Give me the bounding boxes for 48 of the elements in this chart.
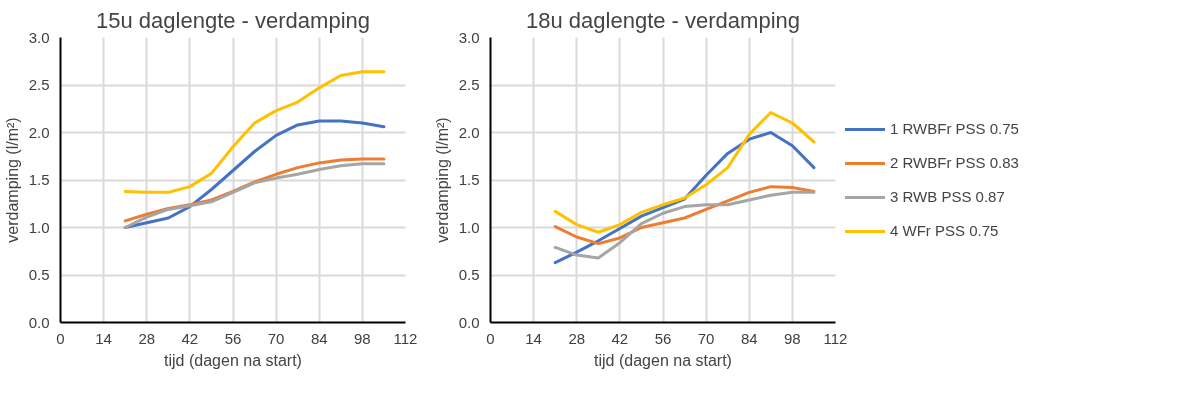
y-axis-title: verdamping (l/m²) <box>433 117 451 243</box>
x-tick-label: 42 <box>181 329 199 347</box>
legend-label: 4 WFr PSS 0.75 <box>890 222 999 239</box>
y-tick-label: 1.0 <box>458 218 480 236</box>
x-tick-label: 14 <box>95 329 112 347</box>
x-tick-label: 28 <box>568 329 586 347</box>
y-tick-label: 1.5 <box>458 171 480 188</box>
y-tick-label: 0.5 <box>458 266 480 283</box>
y-tick-label: 3.0 <box>28 28 50 46</box>
y-tick-label: 2.0 <box>458 123 480 141</box>
x-tick-label: 42 <box>611 329 629 347</box>
x-tick-label: 56 <box>224 329 242 347</box>
y-axis-title: verdamping (l/m²) <box>3 117 21 243</box>
x-tick-label: 14 <box>525 329 542 347</box>
x-tick-label: 112 <box>823 329 848 347</box>
y-tick-label: 2.5 <box>28 76 50 93</box>
y-tick-label: 0.5 <box>28 266 50 283</box>
x-tick-label: 98 <box>354 329 371 347</box>
x-tick-label: 0 <box>486 329 495 347</box>
y-tick-label: 0.0 <box>28 313 50 331</box>
y-tick-label: 1.0 <box>28 218 50 236</box>
line-series <box>553 111 816 234</box>
x-axis-title: tijd (dagen na start) <box>594 351 732 369</box>
x-tick-label: 112 <box>393 329 418 347</box>
line-series <box>553 185 816 246</box>
x-tick-label: 28 <box>138 329 156 347</box>
x-tick-label: 84 <box>310 329 328 347</box>
y-tick-label: 0.0 <box>458 313 480 331</box>
x-tick-label: 56 <box>654 329 672 347</box>
y-tick-label: 1.5 <box>28 171 50 188</box>
line-series <box>553 190 816 260</box>
x-tick-label: 84 <box>740 329 758 347</box>
chart-title: 15u daglengte - verdamping <box>96 7 370 33</box>
chart-title: 18u daglengte - verdamping <box>526 7 800 33</box>
line-series <box>123 162 386 229</box>
line-series <box>123 70 386 194</box>
x-tick-label: 70 <box>697 329 715 347</box>
y-tick-label: 2.5 <box>458 76 480 93</box>
legend-label: 1 RWBFr PSS 0.75 <box>890 120 1019 137</box>
line-series <box>553 131 816 265</box>
y-tick-label: 2.0 <box>28 123 50 141</box>
y-tick-label: 3.0 <box>458 28 480 46</box>
x-tick-label: 98 <box>784 329 801 347</box>
x-tick-label: 70 <box>267 329 285 347</box>
x-axis-title: tijd (dagen na start) <box>164 351 302 369</box>
legend-label: 2 RWBFr PSS 0.83 <box>890 154 1019 171</box>
x-tick-label: 0 <box>56 329 65 347</box>
legend-label: 3 RWB PSS 0.87 <box>890 188 1005 205</box>
